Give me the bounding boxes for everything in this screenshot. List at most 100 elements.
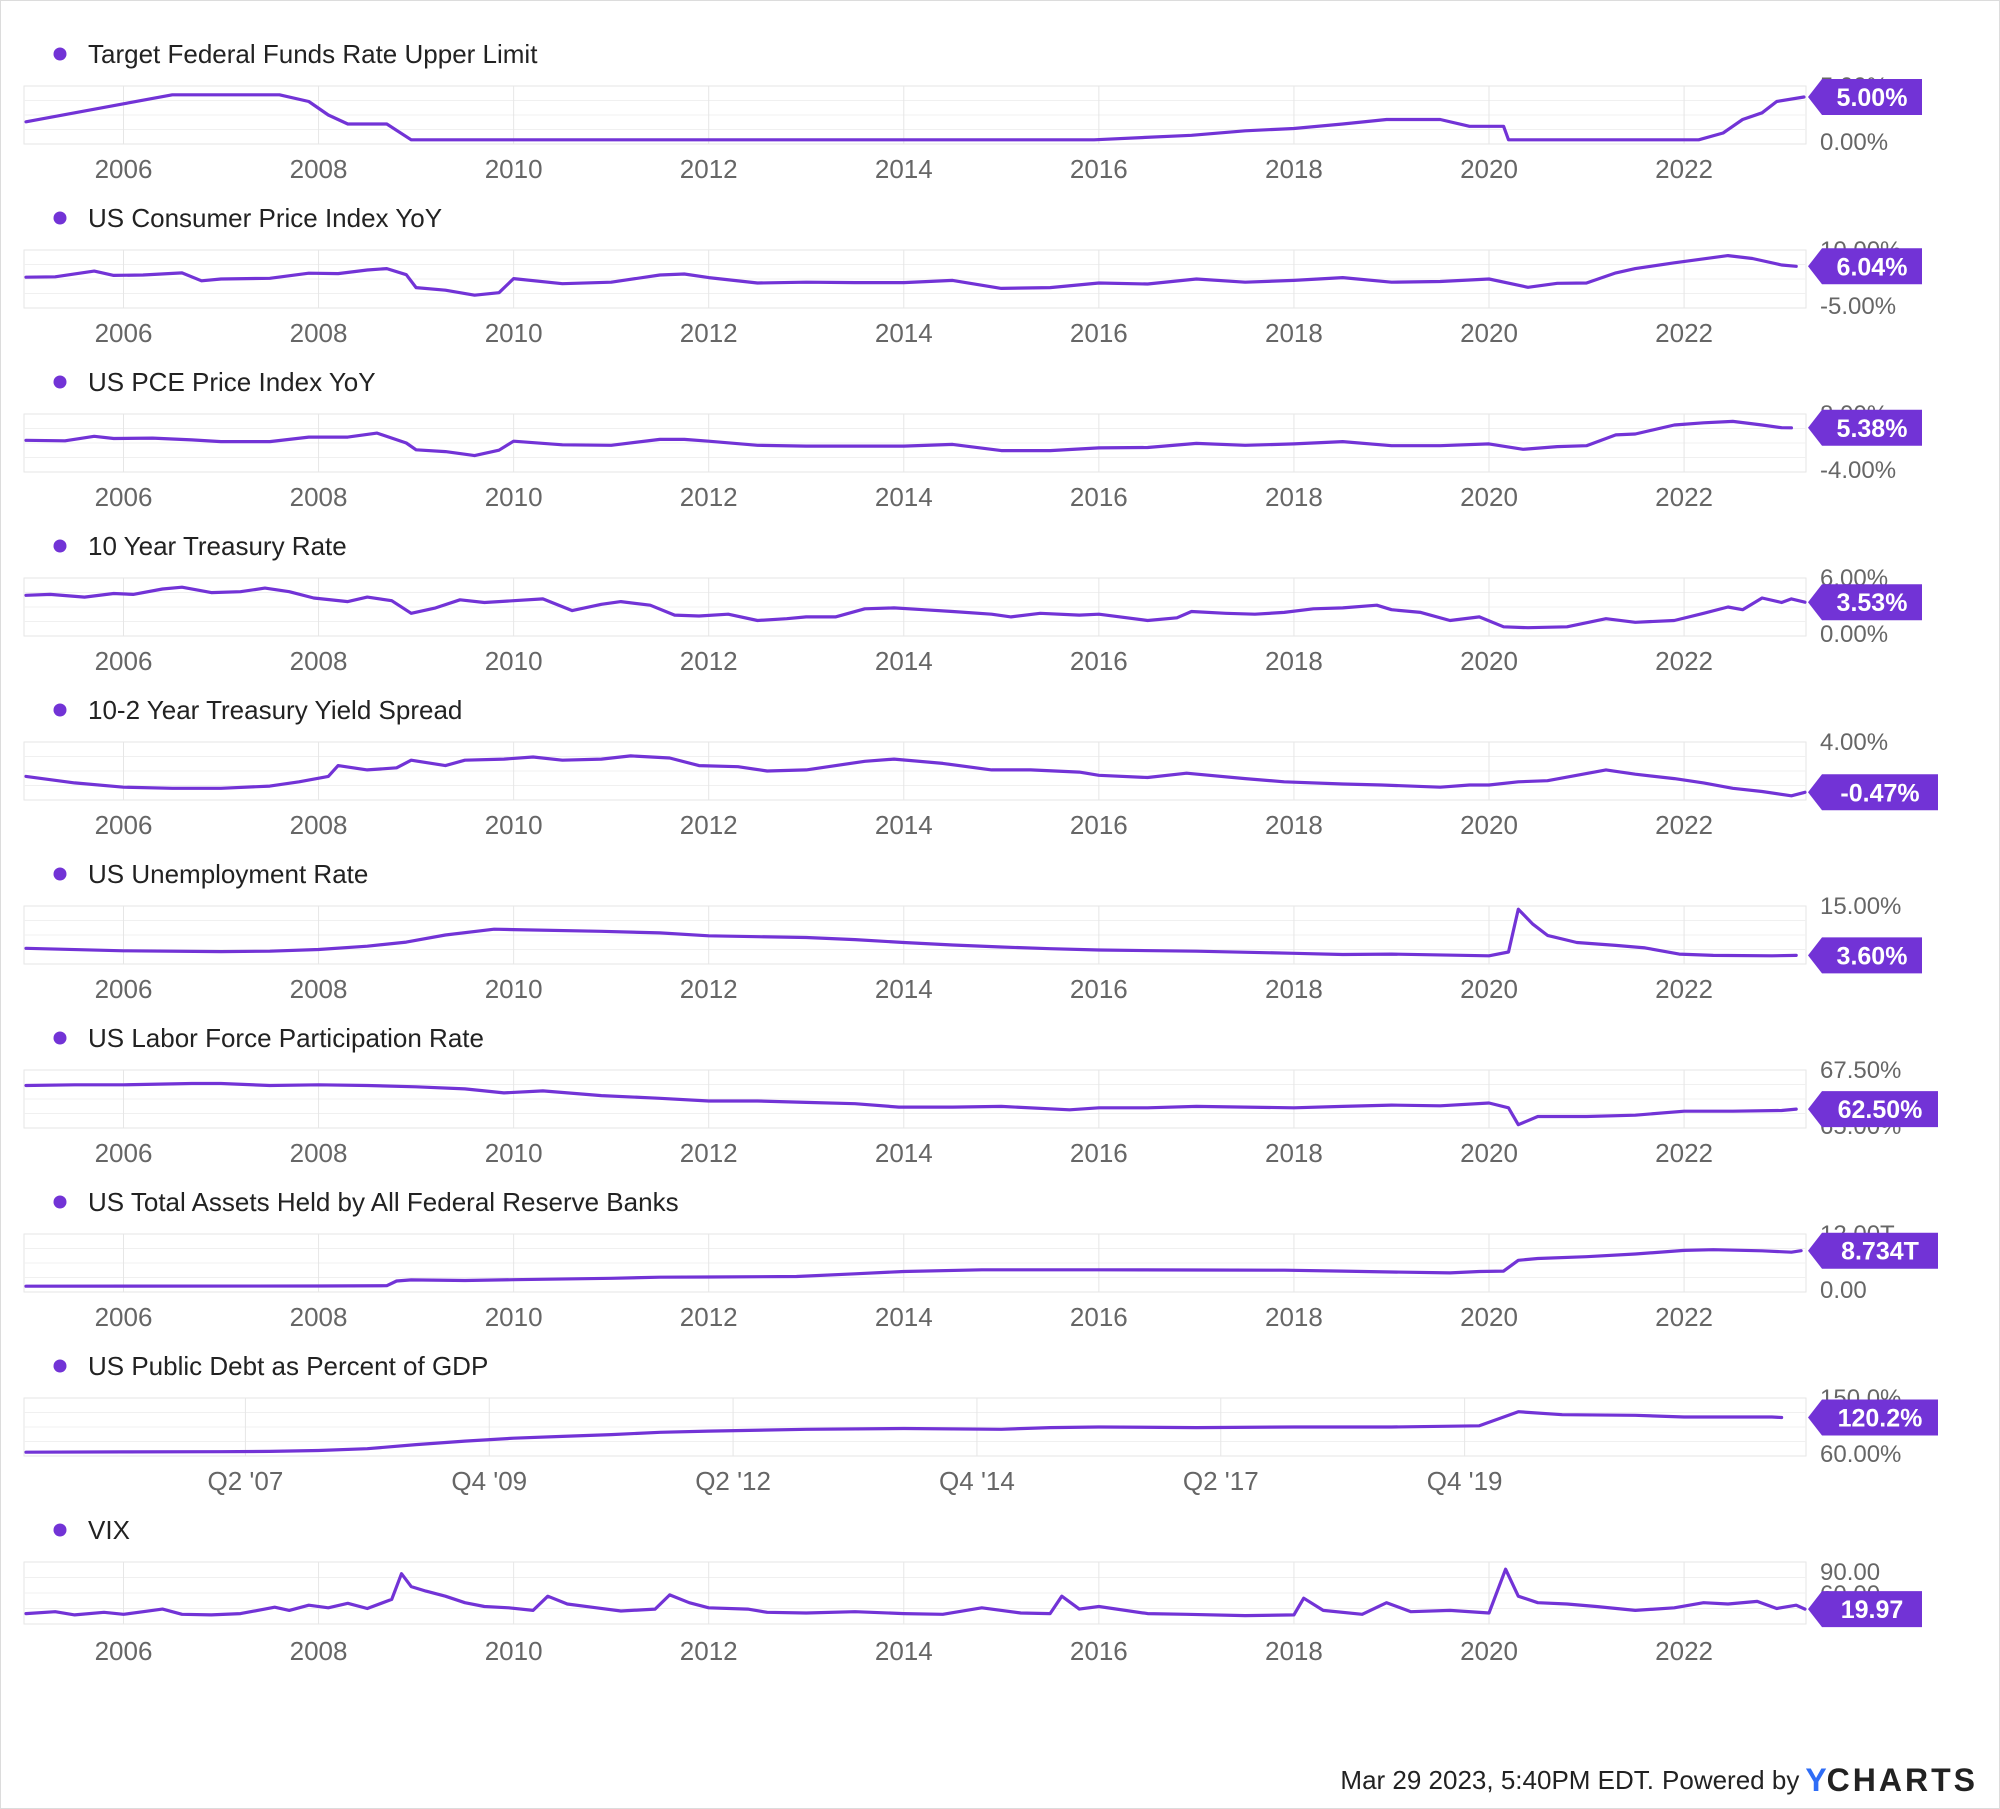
chart-panel: VIX 2006 2008 2010 2012 2014 2016 2018 2020 2022 9…	[23, 1515, 1922, 1666]
last-value-badge	[1808, 1232, 1938, 1269]
series-line[interactable]	[24, 1248, 1803, 1288]
x-tick-label: 2020	[1460, 646, 1518, 676]
x-tick-label: 2010	[485, 1636, 543, 1666]
footer-timestamp: Mar 29 2023, 5:40PM EDT.	[1340, 1764, 1655, 1795]
x-tick-label: 2018	[1265, 154, 1323, 184]
x-tick-label: 2008	[290, 646, 348, 676]
legend-label[interactable]: US PCE Price Index YoY	[88, 367, 376, 397]
x-tick-label: 2012	[680, 810, 738, 840]
footer: Mar 29 2023, 5:40PM EDT. Powered by Y CHA…	[1340, 1762, 1978, 1798]
x-tick-label: 2006	[95, 1138, 153, 1168]
series-line[interactable]	[24, 1567, 1807, 1618]
x-tick-label: Q4 '14	[939, 1466, 1015, 1496]
last-value-badge	[1808, 79, 1922, 115]
last-value-badge	[1808, 774, 1938, 811]
last-value-badge	[1808, 248, 1922, 285]
x-tick-label: 2022	[1655, 1138, 1713, 1168]
legend-marker	[53, 539, 67, 553]
last-value-label: 5.00%	[1837, 84, 1908, 112]
series-line[interactable]	[24, 1081, 1798, 1127]
series-line[interactable]	[24, 907, 1798, 958]
x-tick-label: 2020	[1460, 1138, 1518, 1168]
x-tick-label: 2012	[680, 974, 738, 1004]
x-tick-label: 2018	[1265, 974, 1323, 1004]
series-line[interactable]	[24, 93, 1806, 142]
legend-label[interactable]: VIX	[88, 1515, 130, 1545]
x-tick-label: 2008	[290, 482, 348, 512]
x-tick-label: 2010	[485, 318, 543, 348]
chart-panel: 10 Year Treasury Rate 2006 2008 2010 2012 201…	[23, 531, 1922, 676]
x-tick-label: 2010	[485, 646, 543, 676]
legend-marker	[53, 867, 67, 881]
x-tick-label: 2012	[680, 1302, 738, 1332]
series-line[interactable]	[24, 1410, 1784, 1454]
x-tick-label: 2010	[485, 154, 543, 184]
x-tick-label: 2018	[1265, 810, 1323, 840]
footer-powered-by: Powered by	[1662, 1764, 1800, 1795]
x-tick-label: 2014	[875, 1636, 933, 1666]
x-tick-label: 2018	[1265, 1636, 1323, 1666]
y-tick-label: 90.00	[1820, 1559, 1880, 1586]
legend-marker	[53, 375, 67, 389]
x-tick-label: 2008	[290, 1636, 348, 1666]
x-tick-label: 2016	[1070, 974, 1128, 1004]
x-tick-label: 2014	[875, 154, 933, 184]
x-tick-label: 2006	[95, 974, 153, 1004]
y-tick-label: 4.00%	[1820, 729, 1888, 756]
x-tick-label: 2022	[1655, 646, 1713, 676]
last-value-label: 6.04%	[1837, 253, 1908, 281]
last-value-badge	[1808, 1399, 1938, 1436]
legend-label[interactable]: US Total Assets Held by All Federal Rese…	[88, 1187, 679, 1217]
legend-marker	[53, 703, 67, 717]
chart-panel: 10-2 Year Treasury Yield Spread 2006 2008 2…	[23, 695, 1938, 840]
x-tick-label: 2018	[1265, 1302, 1323, 1332]
last-value-badge	[1808, 1091, 1938, 1128]
x-tick-label: Q4 '09	[451, 1466, 527, 1496]
legend-label[interactable]: 10-2 Year Treasury Yield Spread	[88, 695, 462, 725]
x-tick-label: 2022	[1655, 154, 1713, 184]
x-tick-label: 2012	[680, 154, 738, 184]
x-tick-label: 2020	[1460, 318, 1518, 348]
legend-label[interactable]: US Labor Force Participation Rate	[88, 1023, 484, 1053]
legend-label[interactable]: US Consumer Price Index YoY	[88, 203, 442, 233]
series-line[interactable]	[24, 254, 1798, 297]
legend-marker	[53, 1359, 67, 1373]
last-value-badge	[1808, 937, 1922, 974]
ycharts-logo[interactable]: Y CHARTS	[1805, 1762, 1978, 1799]
last-value-label: 3.60%	[1837, 942, 1908, 970]
x-tick-label: Q2 '17	[1183, 1466, 1259, 1496]
x-tick-label: 2008	[290, 1138, 348, 1168]
series-line[interactable]	[24, 419, 1793, 458]
legend-marker	[53, 1195, 67, 1209]
legend-label[interactable]: US Unemployment Rate	[88, 859, 368, 889]
legend-label[interactable]: US Public Debt as Percent of GDP	[88, 1351, 488, 1381]
x-tick-label: 2012	[680, 1138, 738, 1168]
x-tick-label: 2018	[1265, 1138, 1323, 1168]
x-tick-label: 2020	[1460, 1636, 1518, 1666]
x-tick-label: 2014	[875, 974, 933, 1004]
y-tick-label: 0.00	[1820, 1277, 1867, 1304]
y-tick-label: 15.00%	[1820, 893, 1901, 920]
x-tick-label: 2014	[875, 1302, 933, 1332]
legend-marker	[53, 1523, 67, 1537]
last-value-badge	[1808, 409, 1922, 446]
x-tick-label: 2022	[1655, 1636, 1713, 1666]
last-value-label: 3.53%	[1837, 589, 1908, 617]
series-line[interactable]	[24, 754, 1807, 798]
x-tick-label: 2016	[1070, 482, 1128, 512]
x-tick-label: 2008	[290, 810, 348, 840]
y-tick-label: 0.00%	[1820, 621, 1888, 648]
last-value-label: 5.38%	[1837, 415, 1908, 443]
legend-label[interactable]: 10 Year Treasury Rate	[88, 531, 347, 561]
x-tick-label: 2006	[95, 318, 153, 348]
legend-label[interactable]: Target Federal Funds Rate Upper Limit	[88, 39, 538, 69]
x-tick-label: 2006	[95, 154, 153, 184]
last-value-label: 19.97	[1841, 1596, 1904, 1624]
series-line[interactable]	[24, 585, 1807, 630]
x-tick-label: 2016	[1070, 1302, 1128, 1332]
x-tick-label: 2022	[1655, 318, 1713, 348]
x-tick-label: 2016	[1070, 646, 1128, 676]
x-tick-label: 2006	[95, 1636, 153, 1666]
x-tick-label: 2014	[875, 810, 933, 840]
last-value-label: 62.50%	[1838, 1096, 1923, 1124]
